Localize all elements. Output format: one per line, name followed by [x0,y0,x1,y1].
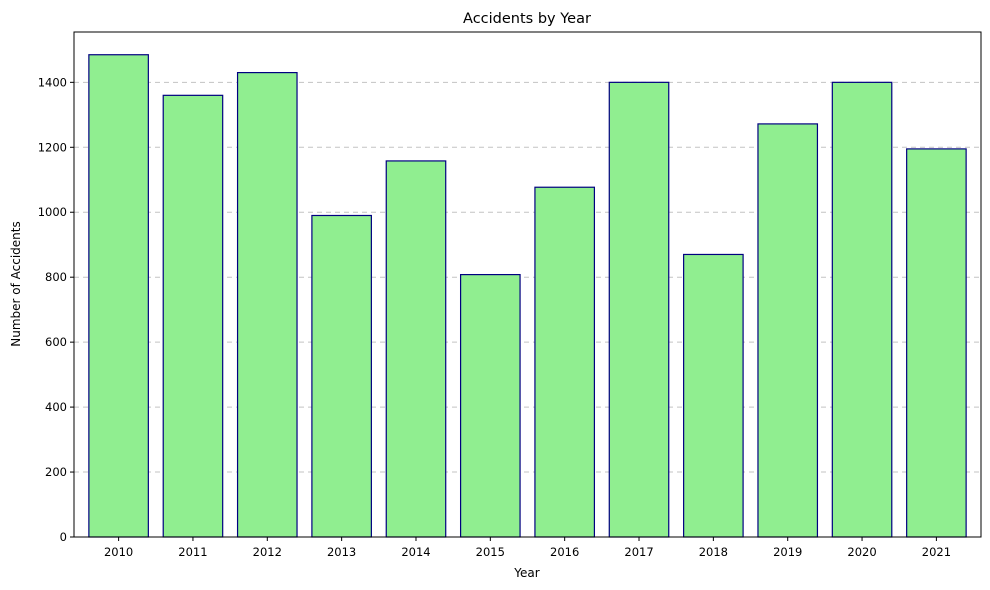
bar-2017 [608,81,670,538]
bar-2021 [906,148,967,538]
x-tick-label-2019: 2019 [773,545,802,559]
x-tick-label-2011: 2011 [178,545,207,559]
y-axis-ticks: 0 200 400 600 800 1000 1200 1400 [38,75,74,544]
bar-2012 [236,71,298,538]
y-tick-label-6: 1200 [38,140,67,154]
bar-2010 [88,54,149,538]
x-tick-label-2021: 2021 [922,545,951,559]
x-tick-label-2015: 2015 [476,545,505,559]
bar-2019 [757,123,819,538]
x-tick-label-2018: 2018 [699,545,728,559]
bar-2013 [311,214,372,538]
bar-2016 [534,186,596,538]
y-tick-label-3: 600 [45,335,67,349]
x-axis-label: Year [513,566,539,580]
y-axis-label: Number of Accidents [9,221,23,347]
x-tick-label-2013: 2013 [327,545,356,559]
bar-2011 [162,94,224,538]
plot-frame [73,31,982,538]
x-tick-label-2012: 2012 [253,545,282,559]
x-tick-label-2014: 2014 [401,545,430,559]
y-tick-label-5: 1000 [38,205,67,219]
chart-title: Accidents by Year [463,11,591,27]
bars [88,54,967,538]
bar-2014 [385,160,447,538]
y-tick-label-1: 200 [45,465,67,479]
y-tick-label-2: 400 [45,400,67,414]
x-tick-label-2016: 2016 [550,545,579,559]
bar-2015 [459,273,521,538]
bar-2020 [831,81,893,538]
x-tick-label-2020: 2020 [847,545,876,559]
x-tick-label-2017: 2017 [624,545,653,559]
y-tick-label-4: 800 [45,270,67,284]
y-tick-label-0: 0 [60,530,67,544]
y-tick-label-7: 1400 [38,75,67,89]
grid-lines [74,81,981,473]
x-tick-label-2010: 2010 [104,545,133,559]
x-axis-ticks: 2010 2011 2012 2013 2014 2015 2016 2017 2018 2019… [104,537,951,559]
bar-2018 [683,253,744,538]
